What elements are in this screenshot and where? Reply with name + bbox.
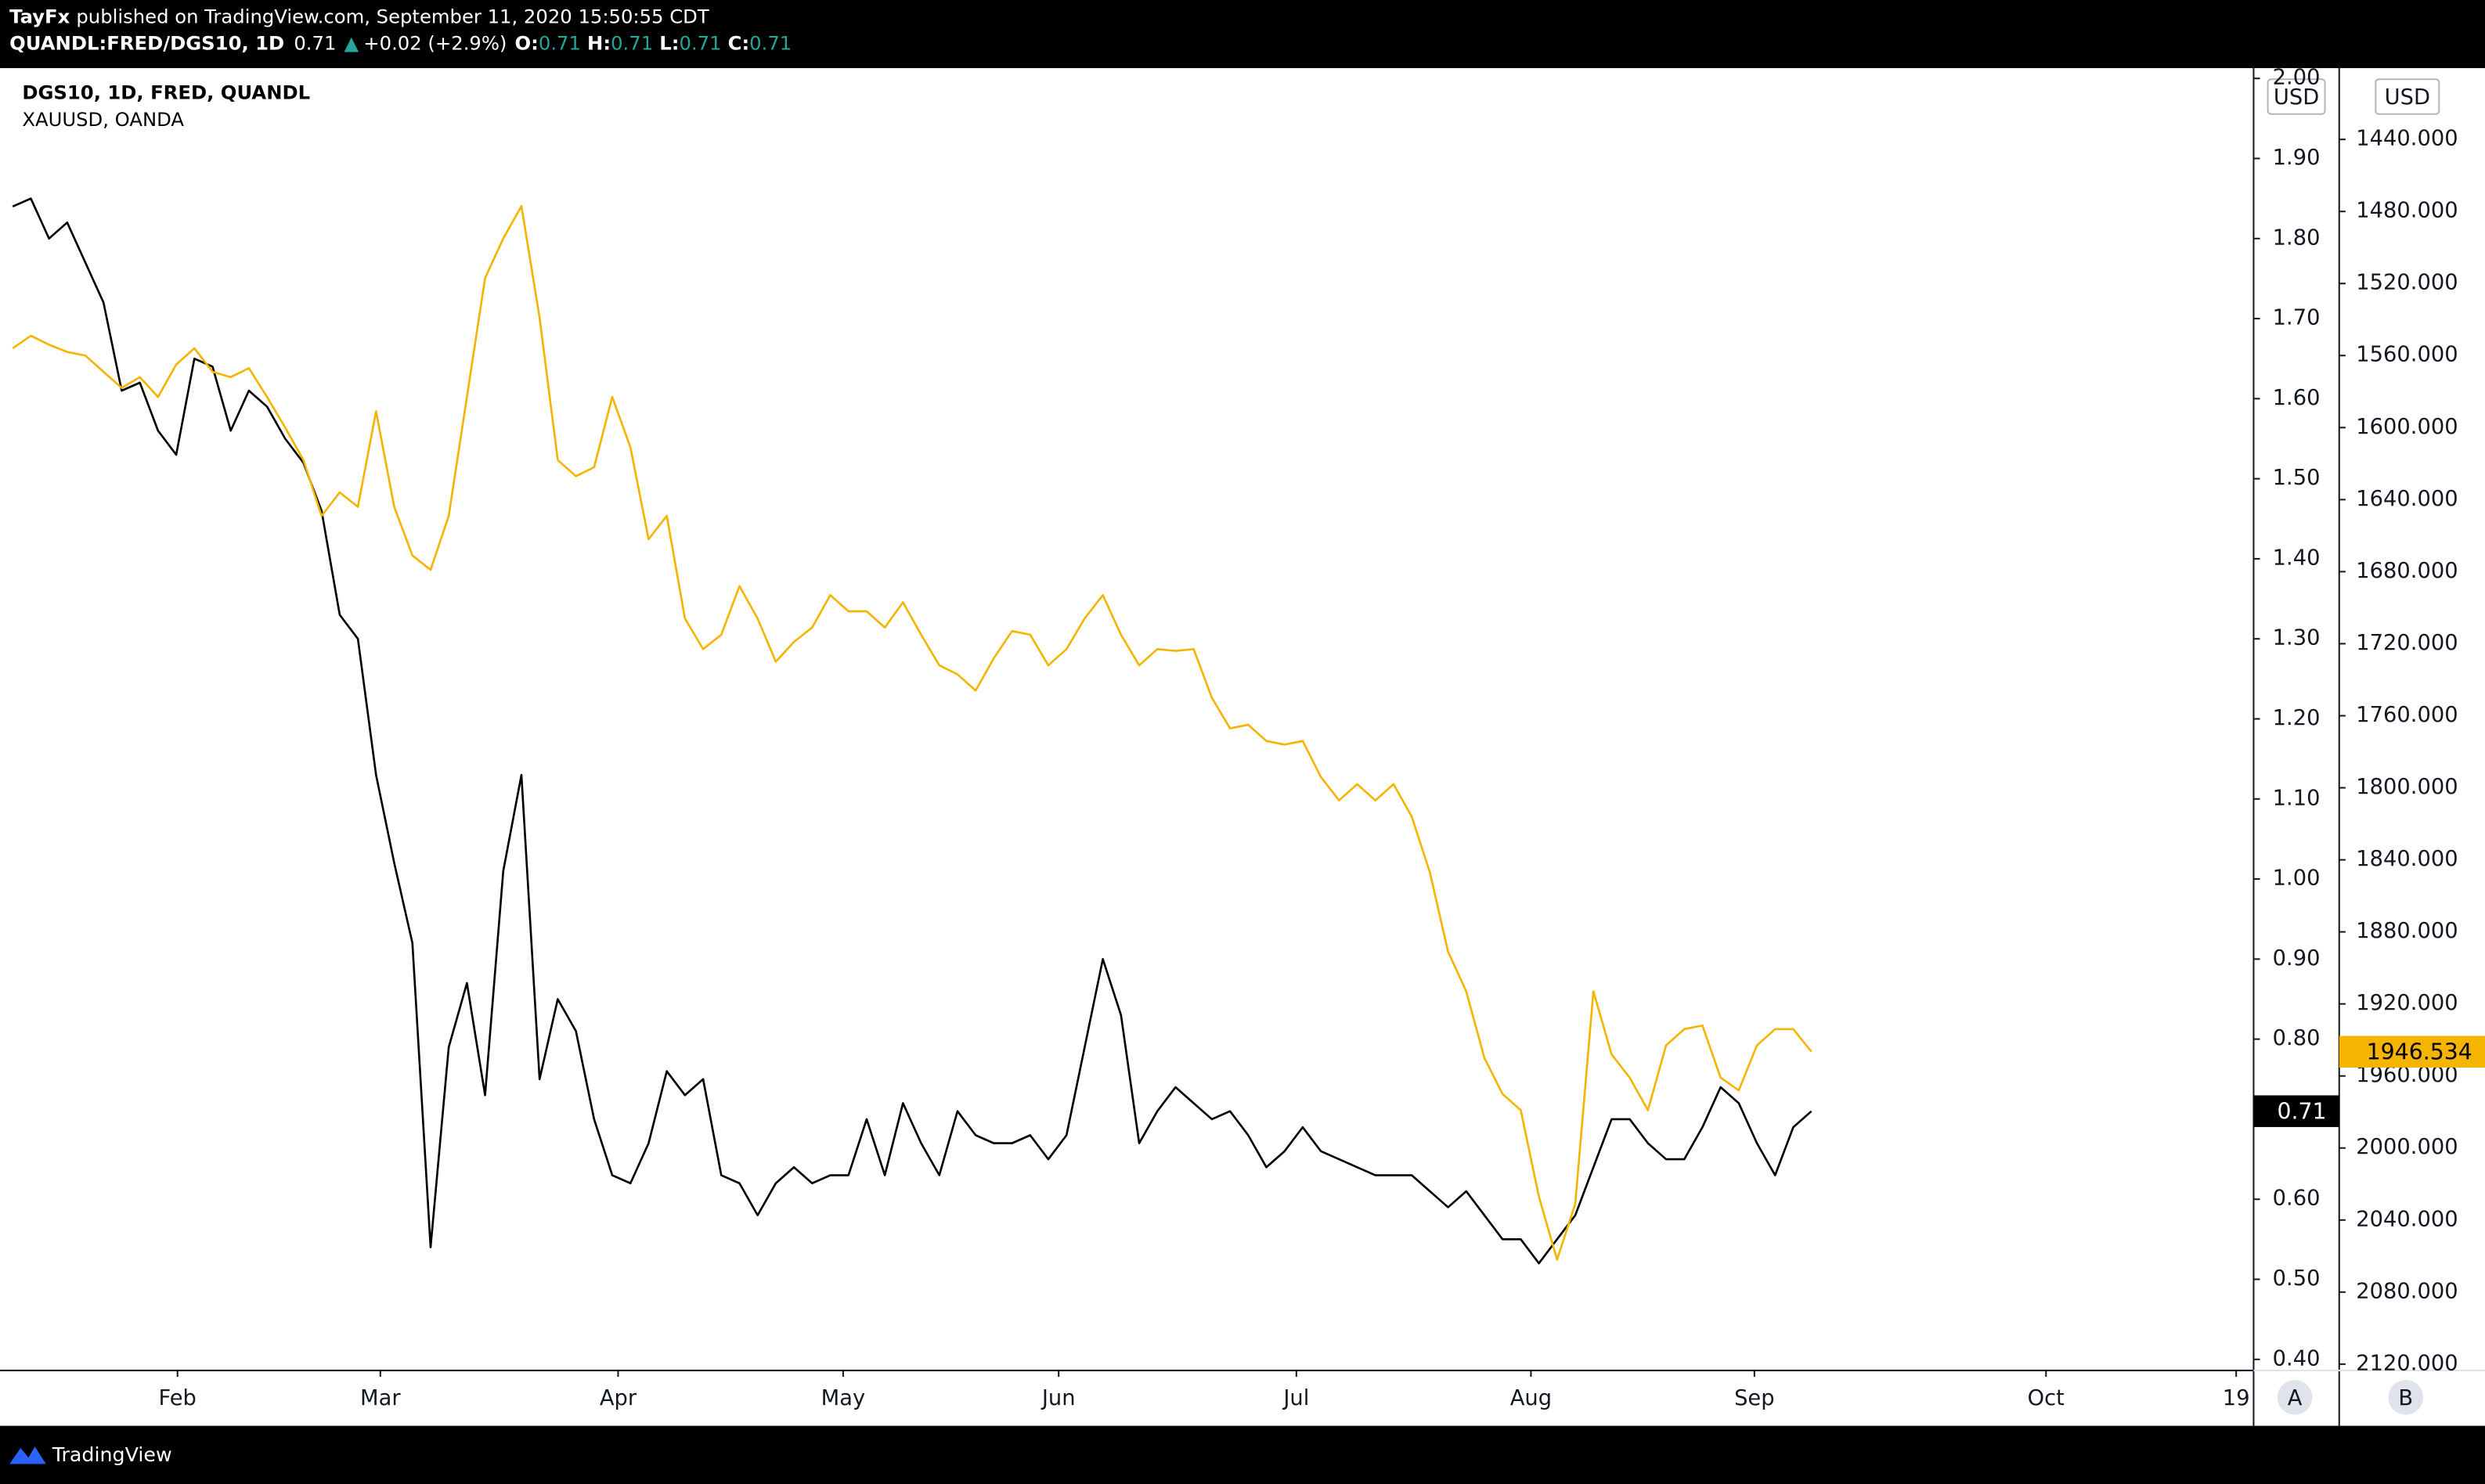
- y-tick-label: 1.00: [2273, 866, 2321, 891]
- low-label: L:: [659, 32, 679, 55]
- scale-button[interactable]: [2388, 1380, 2424, 1415]
- last-value-label: 1946.534: [2367, 1039, 2472, 1065]
- footer-bar: [0, 1425, 2485, 1484]
- plot-background: [0, 68, 2485, 1426]
- y2-tick-label: 1880.000: [2356, 919, 2458, 943]
- x-tick-label: Jun: [1041, 1386, 1076, 1410]
- high: 0.71: [611, 32, 653, 55]
- last: 0.71: [294, 32, 336, 55]
- x-tick-label: Mar: [360, 1386, 401, 1410]
- logo: [9, 1446, 46, 1464]
- y2-tick-label: 2040.000: [2356, 1207, 2458, 1231]
- y2-tick-label: 1720.000: [2356, 631, 2458, 655]
- y-unit: USD: [2274, 85, 2319, 110]
- publish-line: TayFx published on TradingView.com, Septe…: [9, 5, 709, 27]
- y2-tick-label: 1760.000: [2356, 703, 2458, 727]
- y-tick-label: 1.50: [2273, 466, 2321, 490]
- x-tick-label: Jul: [1282, 1386, 1309, 1410]
- y-tick-label: 1.70: [2273, 306, 2321, 330]
- x-tick-label: 19: [2223, 1386, 2250, 1410]
- legend-entry: DGS10, 1D, FRED, QUANDL: [22, 81, 310, 103]
- open: 0.71: [539, 32, 581, 55]
- x-tick-label: Oct: [2028, 1386, 2065, 1410]
- last-value-tag: [2339, 1036, 2485, 1068]
- brand: TradingView: [52, 1443, 172, 1466]
- x-tick-label: May: [821, 1386, 865, 1410]
- unit-box: [2375, 78, 2440, 115]
- header-bar: [0, 0, 2485, 69]
- y-tick-label: 1.60: [2273, 386, 2321, 410]
- last-value-label: 0.71: [2277, 1099, 2326, 1125]
- y2-tick-label: 1640.000: [2356, 487, 2458, 511]
- lines: [12, 197, 1812, 1265]
- ohlc-line: QUANDL:FRED/DGS10, 1D 0.71 ▲ +0.02 (+2.9%) O…: [9, 32, 792, 55]
- published: published on TradingView.com, September …: [76, 5, 709, 27]
- series-line: [12, 204, 1812, 1261]
- x-tick-label: Aug: [1510, 1386, 1552, 1410]
- close-label: C:: [728, 32, 750, 55]
- scale-button[interactable]: [2277, 1380, 2313, 1415]
- y-tick-label: 0.50: [2273, 1266, 2321, 1291]
- y2-unit: USD: [2385, 85, 2430, 110]
- scale-button-label[interactable]: A: [2288, 1386, 2303, 1410]
- close: 0.71: [749, 32, 792, 55]
- open-label: O:: [515, 32, 539, 55]
- y2-tick-label: 1560.000: [2356, 343, 2458, 367]
- y-tick-label: 0.40: [2273, 1346, 2321, 1371]
- y2-tick-label: 1520.000: [2356, 271, 2458, 295]
- y2-tick-label: 1920.000: [2356, 991, 2458, 1015]
- last-value-tags: 0.71 1946.534: [2253, 1036, 2485, 1127]
- y-tick-label: 0.60: [2273, 1187, 2321, 1211]
- legend-entry: XAUUSD, OANDA: [22, 108, 184, 131]
- y2-tick-label: 1680.000: [2356, 559, 2458, 583]
- change: +0.02 (+2.9%): [363, 32, 507, 55]
- y-tick-label: 1.90: [2273, 146, 2321, 170]
- y-tick-label: 1.30: [2273, 626, 2321, 650]
- y2-tick-label: 1480.000: [2356, 199, 2458, 223]
- symbol: QUANDL:FRED/DGS10, 1D: [9, 32, 284, 55]
- y-tick-label: 2.00: [2273, 66, 2321, 90]
- author: TayFx: [9, 5, 70, 27]
- y-tick-label: 1.20: [2273, 706, 2321, 730]
- y-tick-label: 0.80: [2273, 1026, 2321, 1050]
- y2-tick-label: 2000.000: [2356, 1135, 2458, 1159]
- y2-tick-label: 1840.000: [2356, 847, 2458, 871]
- y-tick-label: 0.90: [2273, 946, 2321, 971]
- y2-tick-label: 1800.000: [2356, 775, 2458, 799]
- y2-tick-label: 1440.000: [2356, 127, 2458, 151]
- arrow: ▲: [344, 32, 359, 55]
- x-tick-label: Apr: [600, 1386, 637, 1410]
- scale-button-label[interactable]: B: [2398, 1386, 2413, 1410]
- ticks: 0.400.500.600.700.800.901.001.101.201.30…: [159, 66, 2458, 1410]
- y2-tick-label: 1600.000: [2356, 415, 2458, 439]
- y-tick-label: 1.10: [2273, 786, 2321, 810]
- y2-tick-label: 2080.000: [2356, 1279, 2458, 1303]
- y-tick-label: 1.40: [2273, 546, 2321, 570]
- last-value-tag: [2253, 1095, 2339, 1127]
- low: 0.71: [679, 32, 721, 55]
- unit-box: [2267, 78, 2326, 115]
- x-tick-label: Sep: [1734, 1386, 1774, 1410]
- x-tick-label: Feb: [159, 1386, 197, 1410]
- y2-tick-label: 2120.000: [2356, 1351, 2458, 1375]
- high-label: H:: [587, 32, 611, 55]
- y-tick-label: 1.80: [2273, 225, 2321, 250]
